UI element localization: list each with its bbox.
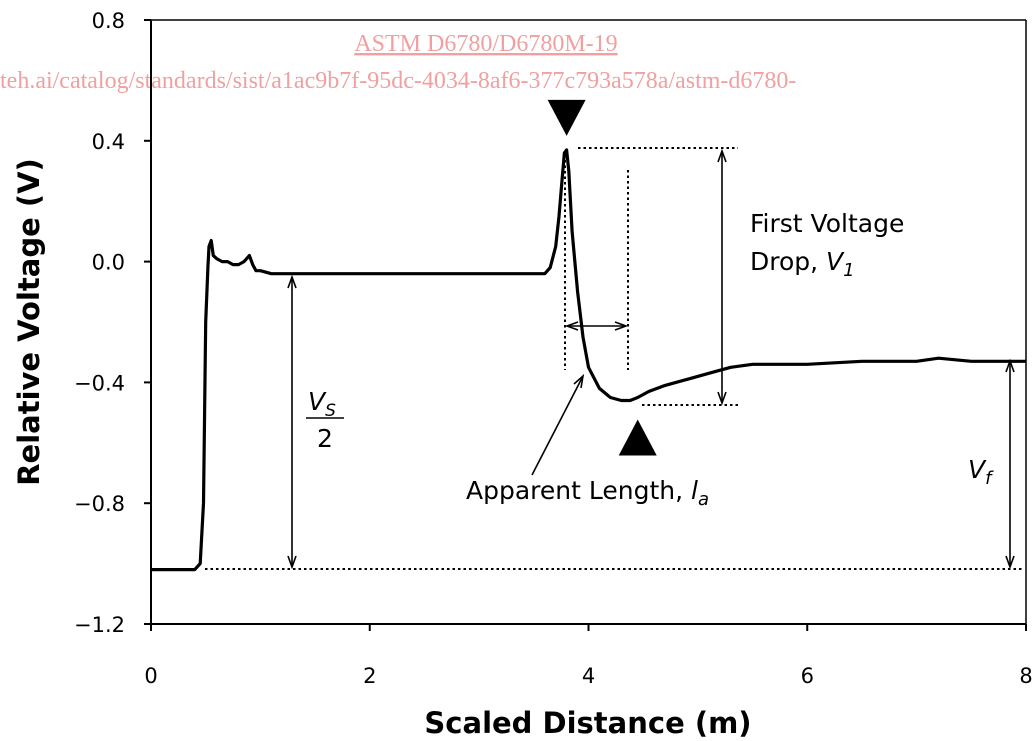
dimension-arrows (287, 148, 1015, 570)
y-tick-label: −1.2 (74, 613, 125, 637)
vs-half-label: VS 2 (306, 387, 344, 453)
y-tick-label: 0.4 (92, 130, 125, 154)
first-voltage-drop-line1: First Voltage (750, 209, 904, 238)
watermark-title: ASTM D6780/D6780M-19 (354, 31, 617, 57)
vs-arrow-head-bottom (287, 555, 297, 570)
la-arrow-head-right (614, 321, 629, 331)
markers (547, 99, 657, 456)
v1-arrow-head-top (717, 148, 727, 163)
vf-label: Vf (968, 455, 994, 489)
y-axis-title: Relative Voltage (V) (12, 158, 46, 486)
triangle-marker-down (547, 99, 586, 136)
reference-lines (205, 147, 1024, 570)
apparent-length-label: Apparent Length, la (466, 476, 709, 510)
la-leader-line (531, 377, 583, 476)
x-tick-label: 0 (144, 664, 157, 688)
x-tick-label: 8 (1019, 664, 1032, 688)
svg-text:2: 2 (317, 424, 333, 453)
x-tick-label: 2 (363, 664, 376, 688)
svg-text:VS: VS (308, 387, 336, 421)
v1-arrow-head-bottom (717, 391, 727, 406)
x-ticks: 0 2 4 6 8 (144, 624, 1032, 688)
watermark-url: teh.ai/catalog/standards/sist/a1ac9b7f-9… (0, 68, 796, 94)
triangle-marker-up (618, 419, 657, 456)
series-line (151, 148, 1026, 572)
vs-arrow-head-top (287, 274, 297, 289)
y-tick-label: 0.8 (92, 9, 125, 33)
vf-arrow-head-top (1005, 358, 1015, 373)
x-tick-label: 4 (582, 664, 595, 688)
y-tick-label: −0.8 (74, 492, 125, 516)
y-tick-label: 0.0 (92, 251, 125, 275)
y-ticks: 0.8 0.4 0.0 −0.4 −0.8 −1.2 (74, 9, 151, 637)
plot-frame (150, 19, 1027, 625)
x-tick-label: 6 (801, 664, 814, 688)
first-voltage-drop-line2: Drop, V1 (750, 247, 855, 281)
la-arrow-head-left (564, 321, 579, 331)
y-tick-label: −0.4 (74, 371, 125, 395)
x-axis-title: Scaled Distance (m) (424, 706, 751, 740)
vf-arrow-head-bottom (1005, 555, 1015, 570)
la-leader-head (573, 373, 585, 389)
